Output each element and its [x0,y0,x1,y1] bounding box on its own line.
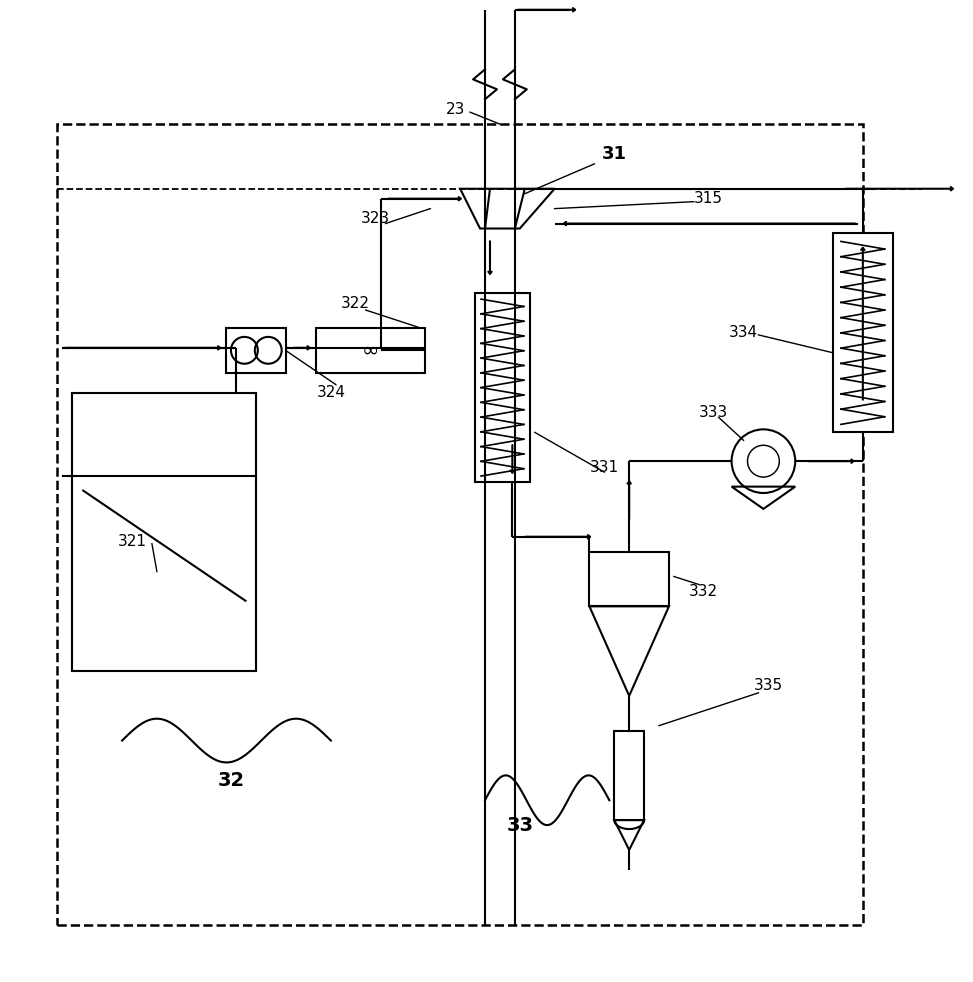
Bar [227,328,286,373]
Bar [57,124,863,924]
Bar [833,234,892,432]
Bar [614,731,644,820]
Text: 322: 322 [342,296,371,310]
Text: 334: 334 [729,325,758,341]
Bar [590,552,669,606]
Text: 23: 23 [446,102,465,117]
Bar [316,328,425,373]
Text: 335: 335 [754,679,783,693]
Text: 333: 333 [699,405,729,420]
Bar [475,294,529,482]
Text: 332: 332 [689,584,718,599]
Text: 323: 323 [361,211,390,226]
Text: 32: 32 [218,771,245,790]
Text: 33: 33 [506,816,533,835]
Text: 315: 315 [694,191,723,206]
Text: 331: 331 [590,460,619,474]
Text: 31: 31 [601,145,627,163]
Text: 324: 324 [316,385,345,400]
Bar [72,393,256,671]
Text: ∞: ∞ [362,341,379,360]
Text: 321: 321 [118,534,147,549]
